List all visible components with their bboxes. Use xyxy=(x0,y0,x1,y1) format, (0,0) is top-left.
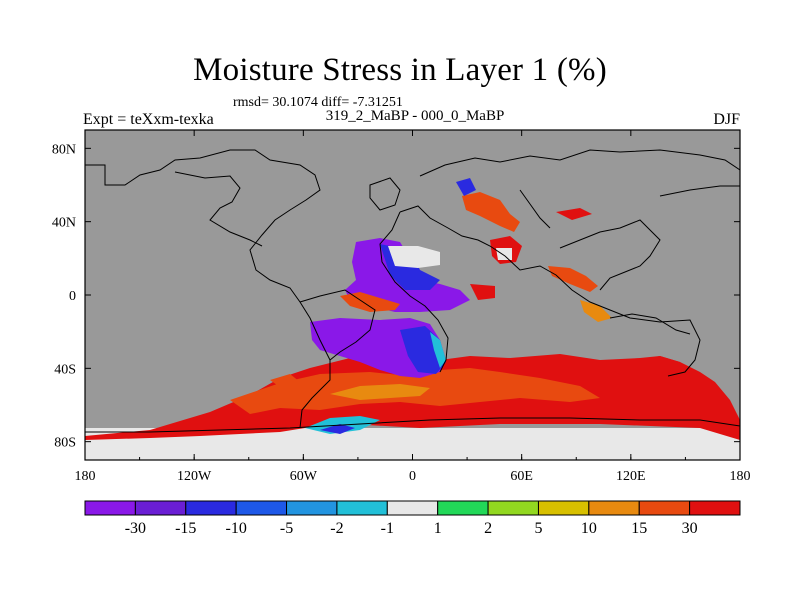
south-atlantic-cyan xyxy=(430,332,446,368)
colorbar-swatch xyxy=(386,500,439,516)
colorbar-label: -10 xyxy=(225,520,246,537)
lon-tick-label: 120E xyxy=(616,469,646,484)
colorbar-swatch xyxy=(437,500,489,516)
lon-tick-label: 60E xyxy=(510,469,533,484)
colorbar-label: -30 xyxy=(125,520,146,537)
rmsd-diff-stats: rmsd= 30.1074 diff= -7.31251 xyxy=(233,95,403,110)
indonesia-field xyxy=(580,300,612,322)
lat-tick-label: 40S xyxy=(54,362,76,377)
colorbar-swatch xyxy=(336,500,388,516)
colorbar-swatch xyxy=(235,500,288,516)
longitude-axis: 180 120W 60W 0 60E 120E 180 xyxy=(75,130,751,484)
colorbar-swatch xyxy=(638,500,691,516)
colorbar-label: 1 xyxy=(434,520,442,537)
atlantic-small-patch xyxy=(270,374,300,390)
equatorial-atlantic-white xyxy=(388,246,440,268)
colorbar-label: -15 xyxy=(175,520,196,537)
colorbar-label: -1 xyxy=(381,520,394,537)
asia-red-patch xyxy=(556,208,592,220)
colorbar-swatch xyxy=(588,500,640,516)
experiment-label: Expt = teXxm-texka xyxy=(83,111,214,128)
season-label: DJF xyxy=(713,111,740,128)
arabia-white xyxy=(496,248,512,260)
lat-tick-label: 0 xyxy=(69,289,76,304)
equatorial-atlantic-red xyxy=(470,284,495,300)
india-field xyxy=(548,266,598,292)
north-africa-field xyxy=(462,192,520,232)
colorbar-label: 30 xyxy=(682,520,698,537)
colorbar-swatch xyxy=(689,500,741,516)
colorbar-label: 2 xyxy=(484,520,492,537)
australia-red xyxy=(640,356,690,372)
colorbar: -30 -15 -10 -5 -2 -1 1 2 5 10 15 30 xyxy=(84,500,741,537)
latitude-axis: 80N 40N 0 40S 80S xyxy=(52,142,740,451)
southern-ocean-light-orange xyxy=(330,384,430,400)
lon-tick-label: 120W xyxy=(177,469,212,484)
colorbar-label: 10 xyxy=(581,520,597,537)
coastlines xyxy=(85,149,740,433)
colorbar-label: 15 xyxy=(631,520,647,537)
colorbar-label: -2 xyxy=(330,520,343,537)
lon-tick-label: 180 xyxy=(75,469,96,484)
lon-tick-label: 180 xyxy=(730,469,751,484)
lat-tick-label: 80S xyxy=(54,436,76,451)
colorbar-swatch xyxy=(134,500,187,516)
lat-tick-label: 40N xyxy=(52,216,76,231)
ice-edge-blue xyxy=(320,424,355,434)
lat-tick-label: 80N xyxy=(52,142,76,157)
lon-tick-label: 60W xyxy=(290,469,318,484)
map-title: Moisture Stress in Layer 1 (%) xyxy=(193,52,607,88)
colorbar-swatch xyxy=(537,500,590,516)
lon-tick-label: 0 xyxy=(409,469,416,484)
colorbar-label: -5 xyxy=(280,520,293,537)
colorbar-swatch xyxy=(487,500,539,516)
north-africa-blue xyxy=(456,178,476,196)
comparison-label: 319_2_MaBP - 000_0_MaBP xyxy=(325,108,505,124)
colorbar-label: 5 xyxy=(534,520,542,537)
map-panel xyxy=(85,130,740,460)
colorbar-swatch xyxy=(84,500,136,516)
colorbar-swatch xyxy=(286,500,338,516)
colorbar-swatch xyxy=(185,500,237,516)
